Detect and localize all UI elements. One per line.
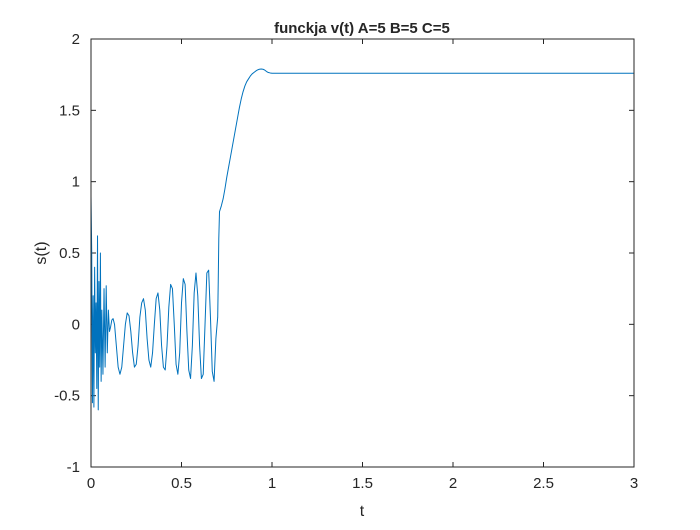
axes-box (90, 38, 635, 468)
y-tick-label: -0.5 (54, 388, 80, 405)
y-tick-label: 2 (72, 31, 80, 48)
ticks-layer: 0 0.5 1 1.5 2 2.5 3 -1 -0.5 0 0.5 1 1.5 2 (54, 31, 638, 492)
x-tick-label: 0 (87, 475, 95, 492)
y-tick-label: 1 (72, 174, 80, 191)
y-tick-label: 0 (72, 316, 80, 333)
chart-title: funckja v(t) A=5 B=5 C=5 (274, 20, 450, 37)
x-tick-label: 0.5 (171, 475, 192, 492)
y-tick-label: -1 (67, 459, 80, 476)
x-tick-label: 2 (449, 475, 457, 492)
x-tick-label: 3 (630, 475, 638, 492)
y-tick-label: 1.5 (59, 102, 80, 119)
y-tick-label: 0.5 (59, 245, 80, 262)
series-line (90, 68, 634, 411)
x-tick-label: 2.5 (533, 475, 554, 492)
x-axis-label: t (360, 503, 365, 520)
x-tick-label: 1.5 (352, 475, 373, 492)
series-layer (90, 68, 634, 411)
y-axis-label: s(t) (33, 241, 50, 264)
x-tick-label: 1 (268, 475, 276, 492)
plot-background (91, 39, 634, 467)
